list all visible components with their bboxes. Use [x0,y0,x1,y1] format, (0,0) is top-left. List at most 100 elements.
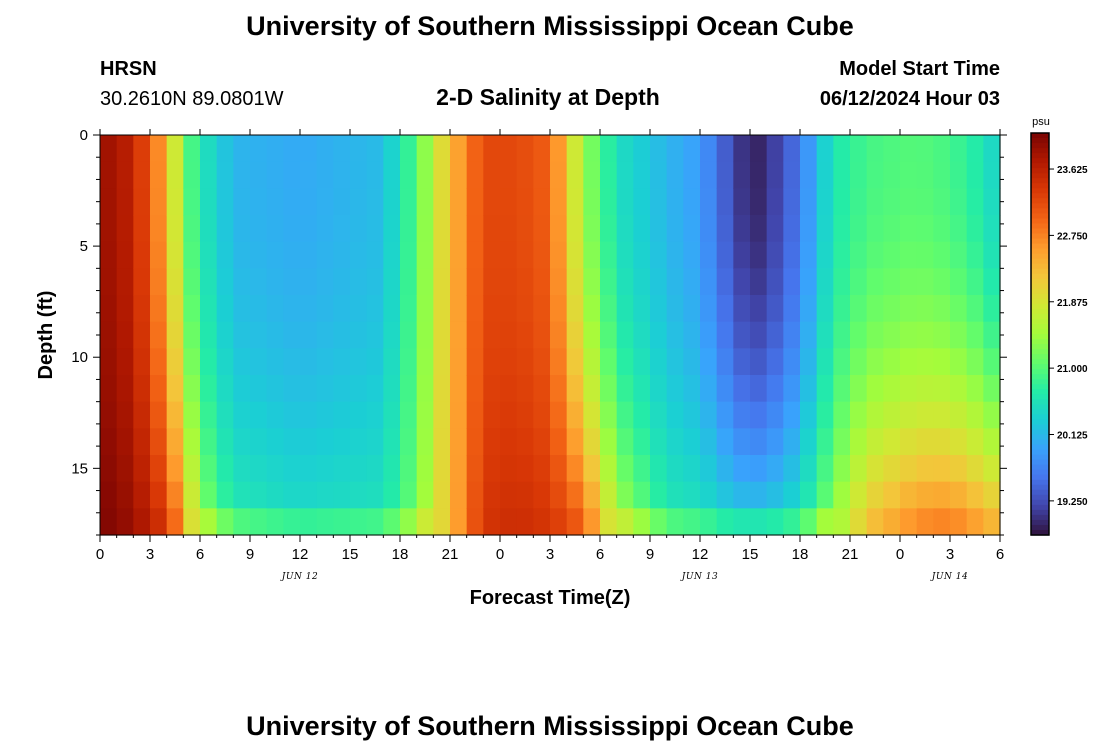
heatmap-cell [400,321,418,349]
heatmap-cell [183,481,201,509]
station-coords: 30.2610N 89.0801W [100,88,284,110]
colorbar-swatch [1031,243,1049,250]
heatmap-cell [250,401,268,429]
heatmap-cell [933,321,951,349]
heatmap-cell [633,241,651,269]
heatmap-cell [583,161,601,189]
heatmap-cell [350,481,368,509]
colorbar-swatch [1031,424,1049,431]
heatmap-cell [133,161,151,189]
heatmap-cell [933,375,951,403]
heatmap-cell [283,375,301,403]
x-date-label: JUN 13 [680,572,718,582]
heatmap-cell [133,455,151,483]
heatmap-cell [483,188,501,216]
heatmap-cell [966,481,984,509]
heatmap-cell [433,135,451,163]
heatmap-cell [666,508,684,536]
heatmap-cell [983,161,1001,189]
heatmap-cell [533,268,551,296]
heatmap-cell [766,481,784,509]
heatmap-cell [866,241,884,269]
heatmap-cell [683,508,701,536]
colorbar-tick-label: 20.125 [1057,431,1088,442]
colorbar-swatch [1031,258,1049,265]
heatmap-cell [450,455,468,483]
heatmap-cell [500,241,518,269]
x-tick-label: 18 [392,546,409,563]
heatmap-cell [316,375,334,403]
heatmap-cell [700,375,718,403]
heatmap-cell [733,241,751,269]
heatmap-cell [950,295,968,323]
heatmap-cell [500,295,518,323]
heatmap-cell [283,428,301,456]
heatmap-cell [316,241,334,269]
heatmap-cell [833,481,851,509]
heatmap-cell [683,428,701,456]
colorbar-tick-label: 23.625 [1057,165,1088,176]
heatmap-cell [783,481,801,509]
heatmap-cell [133,508,151,536]
heatmap-cell [716,135,734,163]
heatmap-cell [666,428,684,456]
heatmap-cell [700,321,718,349]
heatmap-cell [933,428,951,456]
heatmap-cell [266,215,284,243]
heatmap-cell [766,188,784,216]
colorbar-swatch [1031,484,1049,491]
heatmap-cell [700,161,718,189]
heatmap-cell [700,348,718,376]
heatmap-cell [750,455,768,483]
heatmap-cell [200,401,218,429]
heatmap-cell [883,508,901,536]
heatmap-cell [983,135,1001,163]
heatmap-cell [316,135,334,163]
x-tick-label: 3 [946,546,954,563]
heatmap-cell [383,135,401,163]
heatmap-cell [250,295,268,323]
heatmap-cell [516,295,534,323]
heatmap-cell [616,161,634,189]
heatmap-cell [750,481,768,509]
heatmap-cell [500,348,518,376]
heatmap-cell [250,268,268,296]
heatmap-cell [566,401,584,429]
heatmap-cell [216,455,234,483]
heatmap-cell [283,268,301,296]
heatmap-cell [150,348,168,376]
heatmap-cell [666,295,684,323]
heatmap-cell [150,241,168,269]
heatmap-cell [333,508,351,536]
heatmap-cell [183,321,201,349]
heatmap-cell [550,295,568,323]
heatmap-cell [666,455,684,483]
heatmap-cell [616,268,634,296]
heatmap-cell [900,321,918,349]
heatmap-cell [116,241,134,269]
heatmap-cell [283,161,301,189]
colorbar-tick-label: 22.750 [1057,231,1088,242]
heatmap-cell [566,295,584,323]
colorbar-swatch [1031,323,1049,330]
heatmap-cell [516,401,534,429]
heatmap-cell [600,135,618,163]
heatmap-cell [716,348,734,376]
heatmap-cell [216,481,234,509]
heatmap-cell [700,428,718,456]
heatmap-cell [633,348,651,376]
heatmap-cell [416,321,434,349]
heatmap-cell [550,375,568,403]
heatmap-cell [200,428,218,456]
colorbar-swatch [1031,469,1049,476]
heatmap-cell [500,428,518,456]
heatmap-cell [416,295,434,323]
heatmap-cell [383,348,401,376]
colorbar-swatch [1031,198,1049,204]
heatmap-cell [533,401,551,429]
heatmap-cell [966,401,984,429]
heatmap-cell [783,508,801,536]
heatmap-cell [416,161,434,189]
heatmap-cell [200,135,218,163]
heatmap-cell [150,508,168,536]
